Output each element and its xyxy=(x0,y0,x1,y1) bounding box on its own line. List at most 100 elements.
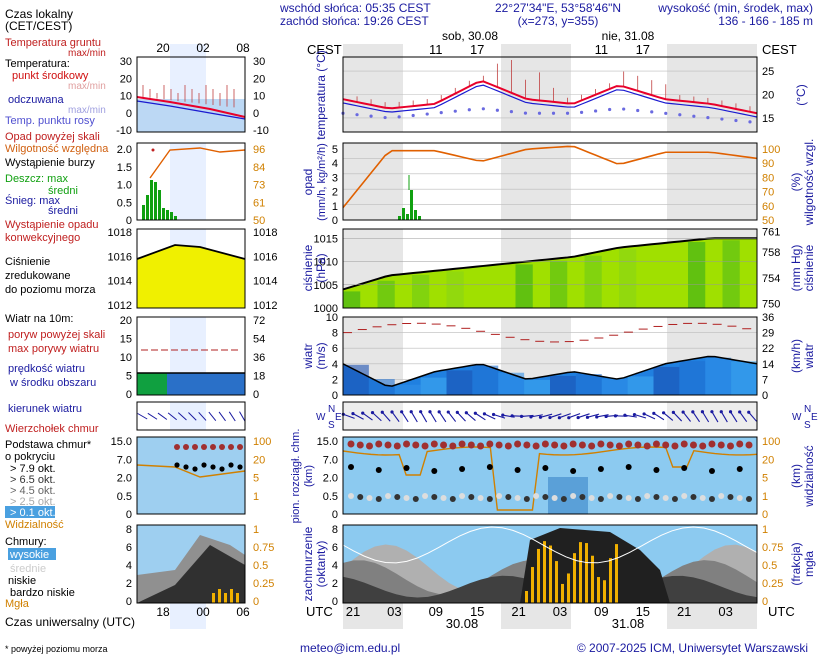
cloudbase-tick-left: 0.5 xyxy=(323,491,338,503)
legend-precip-tick: 2.0 xyxy=(117,144,132,156)
cloudbase-low-dot xyxy=(653,494,659,500)
cloudbase-low-dot xyxy=(348,493,354,499)
pressure-strip xyxy=(688,242,705,308)
cloudbase-tick-left: 15.0 xyxy=(317,436,338,448)
pressure-tick-right: 761 xyxy=(762,226,780,238)
dew-point-dot xyxy=(692,115,695,118)
wind-strip xyxy=(369,379,395,395)
legend-top-dot xyxy=(183,444,189,450)
rain-bar xyxy=(406,214,409,220)
date2-label: 31.08 xyxy=(612,616,645,631)
legend-pressure-2: zredukowane xyxy=(5,270,70,282)
dew-point-dot xyxy=(552,112,555,115)
cloudbase-dot xyxy=(709,468,715,474)
cloudbase-low-dot xyxy=(422,493,428,499)
legend-base-title-2: o pokryciu xyxy=(5,451,55,463)
wind-tick-right: 36 xyxy=(762,312,774,324)
cloudtop-dot xyxy=(431,441,438,448)
compass-e: E xyxy=(335,412,342,423)
wind-strip xyxy=(550,376,576,395)
legend-wind-tick-right: 18 xyxy=(253,371,265,383)
legend-gust-above: poryw powyżej skali xyxy=(8,329,105,341)
humidity-tick-right: 80 xyxy=(762,172,774,184)
legend-temp-tick-right: 20 xyxy=(253,73,265,85)
visibility-ylabel-units: (km) xyxy=(789,464,803,488)
cloudbase-dot xyxy=(515,467,521,473)
legend-band xyxy=(170,143,206,220)
dew-point-dot xyxy=(440,111,443,114)
utc-label-right: UTC xyxy=(768,604,795,619)
dew-point-dot xyxy=(468,108,471,111)
cloudbase-low-dot xyxy=(487,496,493,502)
clouds-ylabel-units: (oktanty) xyxy=(314,541,328,588)
cloudbase-low-dot xyxy=(718,493,724,499)
visibility-ylabel: widzialność xyxy=(802,445,816,507)
legend-clouds-tick: 0 xyxy=(126,596,132,608)
wind-strip xyxy=(628,376,654,395)
legend-clouds-tick: 4 xyxy=(126,560,132,572)
wind-ylabel-right-units: (km/h) xyxy=(789,339,803,373)
cloudtop-dot xyxy=(403,441,410,448)
wind-arrow-head xyxy=(428,410,431,413)
wind-tick-left: 10 xyxy=(326,312,338,324)
cloudtop-dot xyxy=(468,442,475,449)
legend-top-dot xyxy=(174,444,180,450)
cloudbase-low-dot xyxy=(579,494,585,500)
fog-tick-right: 0.25 xyxy=(762,578,783,590)
legend-pressure-tick-right: 1016 xyxy=(253,251,277,263)
legend-precip-above: Opad powyżej skali xyxy=(5,131,100,143)
cloudtop-dot xyxy=(477,443,484,450)
cloudbase-tick-left: 7.0 xyxy=(323,454,338,466)
legend-top-dot xyxy=(228,444,234,450)
humidity-tick-right: 90 xyxy=(762,158,774,170)
cloudbase-low-dot xyxy=(626,495,632,501)
legend-wind-tick: 5 xyxy=(126,371,132,383)
legend-rain-bar xyxy=(146,195,149,220)
legend-humidity: Wilgotność względna xyxy=(5,143,109,155)
cloudtop-dot xyxy=(671,443,678,450)
cloudbase-low-dot xyxy=(450,496,456,502)
wind-arrow-head xyxy=(738,410,741,413)
wind-arrow-head xyxy=(623,414,626,417)
wind-strip xyxy=(498,373,524,395)
clouds-tick-left: 4 xyxy=(332,560,338,572)
cloudtop-dot xyxy=(653,441,660,448)
wind-arrow-head xyxy=(614,414,617,417)
cloudbase-low-dot xyxy=(709,496,715,502)
legend-wind-arrow xyxy=(148,413,157,419)
cloudtop-dot xyxy=(607,442,614,449)
pressure-ylabel: ciśnienie xyxy=(301,244,315,291)
legend-wind-tick: 15 xyxy=(120,334,132,346)
cloudbase-low-dot xyxy=(690,494,696,500)
date1-label: 30.08 xyxy=(446,616,479,631)
legend-mid: średnie xyxy=(10,563,46,575)
night-band xyxy=(667,143,757,220)
dew-point-dot xyxy=(510,110,513,113)
cloudtop-dot xyxy=(348,441,355,448)
dew-point-dot xyxy=(384,116,387,119)
precip-tick-left: 1 xyxy=(332,201,338,213)
dew-point-dot xyxy=(398,115,401,118)
legend-pressure-tick-right: 1014 xyxy=(253,276,277,288)
footer-copyright: © 2007-2025 ICM, Uniwersytet Warszawski xyxy=(577,641,808,655)
cloudbase-low-dot xyxy=(413,496,419,502)
cloudtop-dot xyxy=(560,443,567,450)
legend-base-tick: 7.0 xyxy=(117,454,132,466)
temp-ylabel-right: (°C) xyxy=(794,84,808,105)
cloudbase-low-dot xyxy=(542,494,548,500)
legend-wind-tick-right: 54 xyxy=(253,334,265,346)
legend-visibility: Widzialność xyxy=(5,519,64,531)
cloudtop-dot xyxy=(708,441,715,448)
legend-gust-max: max porywy wiatru xyxy=(8,343,99,355)
legend-base-dot xyxy=(237,464,242,469)
legend-pressure-tick-right: 1012 xyxy=(253,300,277,312)
legend-local-tick: 02 xyxy=(196,41,210,55)
legend-wind-speed-2: w środku obszaru xyxy=(9,377,96,389)
wind-tick-right: 0 xyxy=(762,390,768,402)
cloudtop-dot xyxy=(718,442,725,449)
legend-vis-tick: 1 xyxy=(253,491,259,503)
legend-temp-maxmin: max/min xyxy=(68,81,106,92)
rain-bar xyxy=(414,210,417,220)
legend-utc-tick: 18 xyxy=(156,605,170,619)
